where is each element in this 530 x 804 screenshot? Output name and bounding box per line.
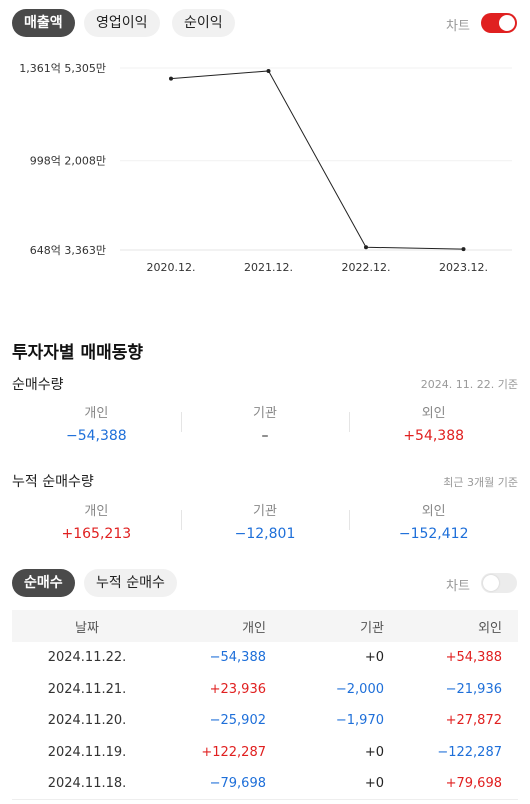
table-chart-toggle[interactable] bbox=[481, 573, 517, 593]
summary-label: 개인 bbox=[84, 406, 109, 421]
table-row: 2024.11.20. −25,902 −1,970 +27,872 bbox=[12, 705, 518, 737]
investor-section-title: 투자자별 매매동향 bbox=[12, 343, 144, 363]
x-tick-label: 2022.12. bbox=[342, 261, 391, 274]
cell-individual: +122,287 bbox=[201, 744, 266, 760]
tab-net-buying[interactable]: 순매수 bbox=[12, 569, 75, 597]
y-tick-label: 998억 2,008만 bbox=[30, 155, 106, 168]
summary-value: −54,388 bbox=[65, 428, 127, 444]
cell-foreign: +27,872 bbox=[445, 713, 502, 729]
tab-revenue[interactable]: 매출액 bbox=[12, 9, 75, 37]
table-chart-toggle-label: 차트 bbox=[446, 579, 470, 594]
cell-date: 2024.11.19. bbox=[47, 744, 127, 760]
summary-value: −152,412 bbox=[398, 526, 469, 542]
tab-net-income[interactable]: 순이익 bbox=[172, 9, 235, 37]
cell-date: 2024.11.20. bbox=[47, 713, 127, 729]
summary-individual: 개인 −54,388 bbox=[12, 404, 181, 448]
net-volume-summary: 개인 −54,388 기관 – 외인 +54,388 bbox=[12, 404, 518, 448]
y-tick-label: 648억 3,363만 bbox=[30, 244, 106, 257]
cell-foreign: −122,287 bbox=[437, 744, 502, 760]
revenue-data-point bbox=[266, 68, 271, 73]
cell-date: 2024.11.21. bbox=[47, 681, 127, 697]
daily-investor-table: 날짜 개인 기관 외인 2024.11.22. −54,388 +0 +54,3… bbox=[12, 610, 518, 800]
summary-foreign: 외인 −152,412 bbox=[349, 502, 518, 546]
cell-individual: −25,902 bbox=[209, 713, 266, 729]
cell-institution: −1,970 bbox=[335, 713, 384, 729]
cell-individual: −79,698 bbox=[162, 768, 282, 800]
cell-date: 2024.11.22. bbox=[47, 650, 127, 666]
summary-institution: 기관 – bbox=[180, 404, 350, 448]
revenue-data-point bbox=[364, 245, 368, 250]
summary-label: 외인 bbox=[421, 406, 446, 421]
summary-value: +54,388 bbox=[403, 428, 465, 444]
summary-value: – bbox=[261, 428, 269, 444]
cell-individual: −54,388 bbox=[209, 650, 266, 666]
y-tick-label: 1,361억 5,305만 bbox=[19, 62, 106, 75]
header-foreign: 외인 bbox=[400, 610, 518, 642]
table-row: 2024.11.19. +122,287 +0 −122,287 bbox=[12, 737, 518, 769]
header-institution: 기관 bbox=[282, 610, 400, 642]
table-row: 2024.11.18. −79,698 +0 +79,698 bbox=[12, 768, 518, 800]
cell-institution: +0 bbox=[364, 650, 384, 666]
header-date: 날짜 bbox=[12, 610, 162, 642]
revenue-series-line bbox=[170, 70, 464, 250]
tab-cumulative-net-buying[interactable]: 누적 순매수 bbox=[84, 569, 177, 597]
summary-label: 개인 bbox=[84, 504, 109, 519]
summary-value: +165,213 bbox=[61, 526, 132, 542]
revenue-data-point bbox=[169, 76, 173, 81]
x-tick-label: 2023.12. bbox=[439, 261, 488, 274]
cell-institution: +0 bbox=[282, 768, 400, 800]
summary-label: 기관 bbox=[253, 406, 277, 421]
summary-value: −12,801 bbox=[234, 526, 296, 542]
cumulative-volume-note: 최근 3개월 기준 bbox=[443, 476, 518, 489]
cell-foreign: +54,388 bbox=[445, 650, 502, 666]
cell-individual: +23,936 bbox=[209, 681, 266, 697]
chart-toggle-label: 차트 bbox=[446, 19, 470, 34]
table-header-row: 날짜 개인 기관 외인 bbox=[12, 610, 518, 642]
summary-foreign: 외인 +54,388 bbox=[349, 404, 518, 448]
header-individual: 개인 bbox=[162, 610, 282, 642]
net-volume-date: 2024. 11. 22. 기준 bbox=[420, 378, 518, 391]
x-tick-label: 2020.12. bbox=[147, 261, 196, 274]
chart-toggle[interactable] bbox=[481, 13, 517, 33]
table-row: 2024.11.21. +23,936 −2,000 −21,936 bbox=[12, 674, 518, 706]
cell-foreign: +79,698 bbox=[400, 768, 518, 800]
toggle-knob bbox=[499, 15, 515, 31]
toggle-knob bbox=[483, 575, 499, 591]
cumulative-volume-summary: 개인 +165,213 기관 −12,801 외인 −152,412 bbox=[12, 502, 518, 546]
table-row: 2024.11.22. −54,388 +0 +54,388 bbox=[12, 642, 518, 674]
tab-operating-profit[interactable]: 영업이익 bbox=[84, 9, 160, 37]
net-volume-title: 순매수량 bbox=[12, 377, 64, 393]
x-tick-label: 2021.12. bbox=[244, 261, 293, 274]
cell-institution: +0 bbox=[364, 744, 384, 760]
summary-label: 외인 bbox=[421, 504, 446, 519]
cell-foreign: −21,936 bbox=[445, 681, 502, 697]
revenue-data-point bbox=[461, 247, 466, 252]
cell-institution: −2,000 bbox=[335, 681, 384, 697]
summary-label: 기관 bbox=[253, 504, 277, 519]
cell-date: 2024.11.18. bbox=[12, 768, 162, 800]
summary-individual: 개인 +165,213 bbox=[12, 502, 181, 546]
summary-institution: 기관 −12,801 bbox=[180, 502, 350, 546]
revenue-line-chart: 1,361억 5,305만 998억 2,008만 648억 3,363만 2020.… bbox=[19, 62, 512, 274]
cumulative-volume-title: 누적 순매수량 bbox=[12, 474, 94, 490]
